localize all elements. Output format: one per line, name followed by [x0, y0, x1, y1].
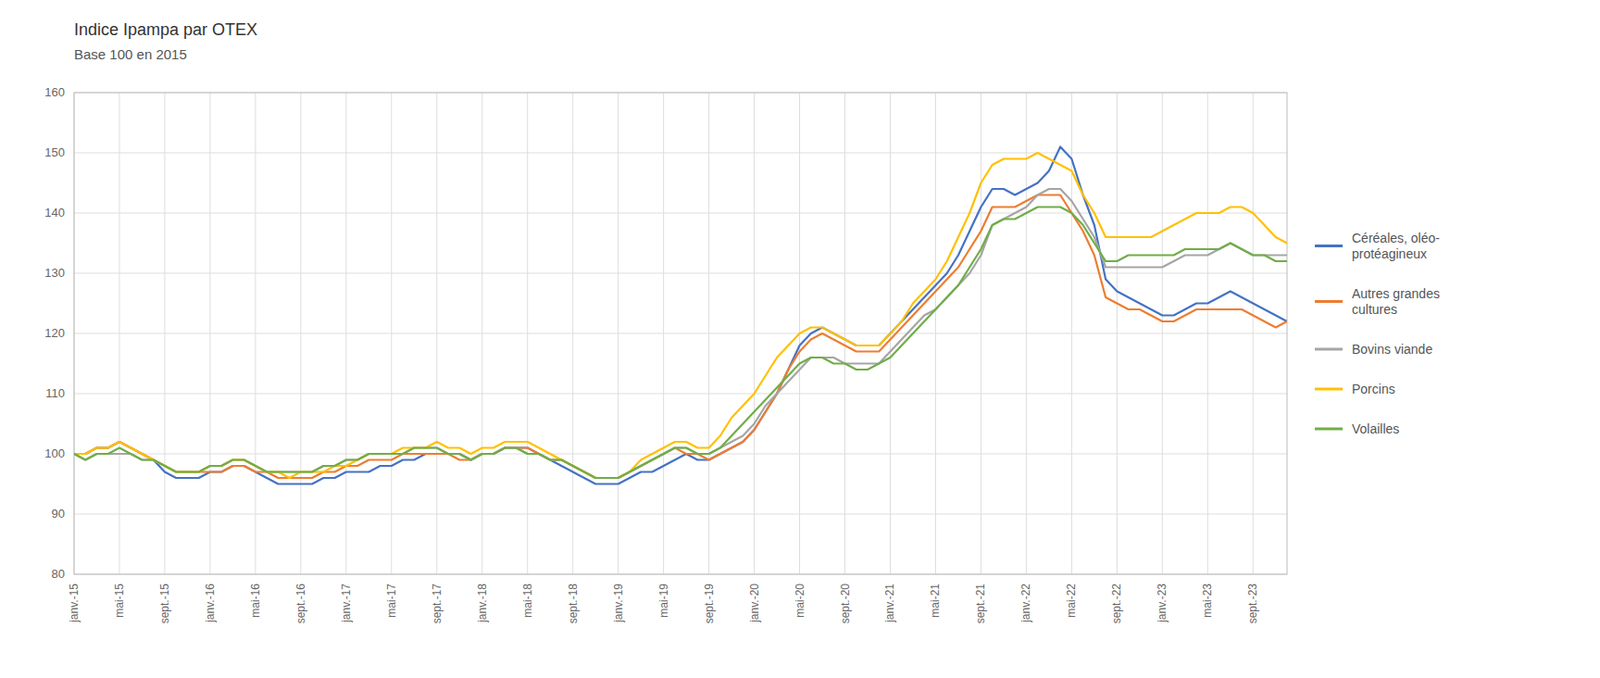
- x-tick-label: sept.-19: [702, 583, 716, 625]
- x-grid-line: [708, 92, 710, 575]
- x-grid-line: [254, 92, 256, 575]
- legend-label: Bovins viande: [1351, 341, 1433, 357]
- legend-swatch: [1314, 348, 1343, 351]
- y-grid-line: [74, 212, 1288, 214]
- legend: Céréales, oléo-protéagineux Autres grande…: [1314, 230, 1440, 437]
- x-tick-label: janv.-21: [883, 583, 897, 624]
- series-line: [74, 147, 1288, 485]
- x-tick-label: janv.-15: [67, 583, 81, 624]
- grid: [74, 92, 1288, 575]
- x-tick-label: mai-15: [112, 583, 126, 618]
- x-grid-line: [1207, 92, 1209, 575]
- x-tick-label: janv.-18: [475, 583, 489, 624]
- x-grid-line: [300, 92, 301, 575]
- series-line: [74, 207, 1288, 479]
- legend-swatch: [1314, 244, 1343, 248]
- x-grid-line: [662, 92, 664, 575]
- x-tick-label: mai-21: [928, 583, 942, 618]
- x-tick-label: mai-19: [657, 583, 671, 618]
- y-grid-line: [74, 152, 1288, 154]
- y-grid-line: [74, 333, 1288, 335]
- x-tick-label: mai-20: [793, 583, 807, 618]
- legend-label: Volailles: [1351, 421, 1400, 437]
- x-tick-label: janv.-19: [612, 583, 625, 624]
- x-grid-line: [118, 92, 120, 575]
- y-tick-label: 150: [44, 145, 65, 160]
- legend-swatch: [1314, 427, 1343, 431]
- x-grid-line: [935, 92, 937, 575]
- x-grid-line: [390, 92, 392, 575]
- legend-label: Porcins: [1351, 381, 1396, 397]
- chart-svg: Indice Ipampa par OTEX Base 100 en 2015 80…: [0, 0, 1600, 678]
- x-grid-line: [163, 92, 165, 575]
- y-grid-line: [74, 513, 1288, 515]
- series-line: [74, 152, 1288, 478]
- x-grid-line: [436, 92, 438, 575]
- y-grid-line: [74, 393, 1288, 395]
- y-tick-label: 100: [44, 446, 65, 461]
- x-grid-line: [1252, 92, 1254, 575]
- x-grid-line: [526, 92, 528, 575]
- x-grid-line: [1025, 92, 1027, 575]
- y-tick-label: 80: [51, 566, 65, 581]
- x-tick-label: sept.-23: [1246, 583, 1260, 625]
- y-tick-label: 130: [44, 265, 65, 280]
- x-tick-label: janv.-16: [203, 583, 217, 624]
- x-tick-label: sept.-16: [294, 583, 308, 625]
- x-tick-label: sept.-18: [566, 583, 580, 625]
- title: Indice Ipampa par OTEX: [74, 20, 258, 39]
- legend-swatch: [1314, 300, 1343, 303]
- plot-frame: [74, 92, 1288, 575]
- axes: 80 90 100 110 120 130 140 150 160 janv.-15 mai-15 s…: [44, 85, 1288, 624]
- x-tick-label: sept.-15: [158, 583, 172, 625]
- x-tick-label: sept.-20: [838, 583, 852, 625]
- chart-container: Indice Ipampa par OTEX Base 100 en 2015 80…: [0, 0, 1600, 678]
- subtitle: Base 100 en 2015: [74, 46, 188, 63]
- y-tick-label: 160: [44, 85, 65, 100]
- y-tick-label: 140: [44, 205, 65, 220]
- x-tick-label: mai-16: [249, 583, 263, 618]
- x-grid-line: [345, 92, 347, 575]
- x-grid-line: [481, 92, 483, 575]
- legend-label: Autres grandescultures: [1351, 286, 1440, 317]
- x-tick-label: mai-23: [1200, 583, 1214, 618]
- x-tick-label: janv.-17: [339, 583, 353, 624]
- legend-swatch: [1314, 387, 1343, 391]
- y-tick-label: 110: [45, 386, 65, 400]
- x-grid-line: [1071, 92, 1073, 575]
- x-grid-line: [572, 92, 574, 575]
- x-grid-line: [980, 92, 982, 575]
- x-tick-label: janv.-20: [748, 583, 762, 624]
- x-tick-label: mai-18: [521, 583, 535, 618]
- series-lines: [74, 147, 1288, 485]
- y-tick-label: 90: [51, 506, 65, 521]
- x-tick-label: janv.-23: [1155, 583, 1169, 624]
- x-grid-line: [844, 92, 846, 575]
- x-tick-label: sept.-22: [1110, 583, 1124, 625]
- x-tick-label: janv.-22: [1019, 583, 1033, 624]
- legend-label: Céréales, oléo-protéagineux: [1351, 230, 1440, 262]
- x-grid-line: [617, 92, 619, 575]
- x-tick-label: mai-17: [385, 583, 399, 618]
- y-tick-label: 120: [44, 325, 65, 340]
- x-tick-label: mai-22: [1064, 583, 1078, 618]
- y-grid-line: [74, 453, 1288, 455]
- series-line: [74, 188, 1288, 478]
- x-grid-line: [753, 92, 755, 575]
- x-tick-label: sept.-21: [974, 583, 988, 625]
- x-grid-line: [1116, 92, 1118, 575]
- x-grid-line: [209, 92, 211, 575]
- x-tick-label: sept.-17: [430, 583, 444, 625]
- x-grid-line: [1162, 92, 1163, 575]
